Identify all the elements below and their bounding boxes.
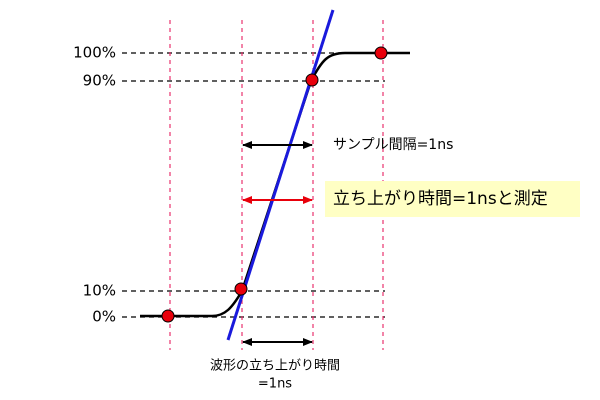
measured-label: 立ち上がり時間=1nsと測定 [333, 189, 548, 209]
true-rise-label: =1ns [258, 377, 292, 392]
level-label: 90% [83, 72, 116, 90]
interval-label: サンプル間隔=1ns [333, 137, 453, 153]
sample-point [305, 73, 319, 87]
highlight-box [325, 181, 580, 217]
level-label: 0% [92, 308, 116, 326]
sample-point [234, 282, 248, 296]
level-label: 100% [73, 44, 116, 62]
level-label: 10% [83, 282, 116, 300]
sample-point [374, 46, 388, 60]
true-rise-label: 波形の立ち上がり時間 [210, 359, 340, 374]
sample-point [161, 309, 175, 323]
